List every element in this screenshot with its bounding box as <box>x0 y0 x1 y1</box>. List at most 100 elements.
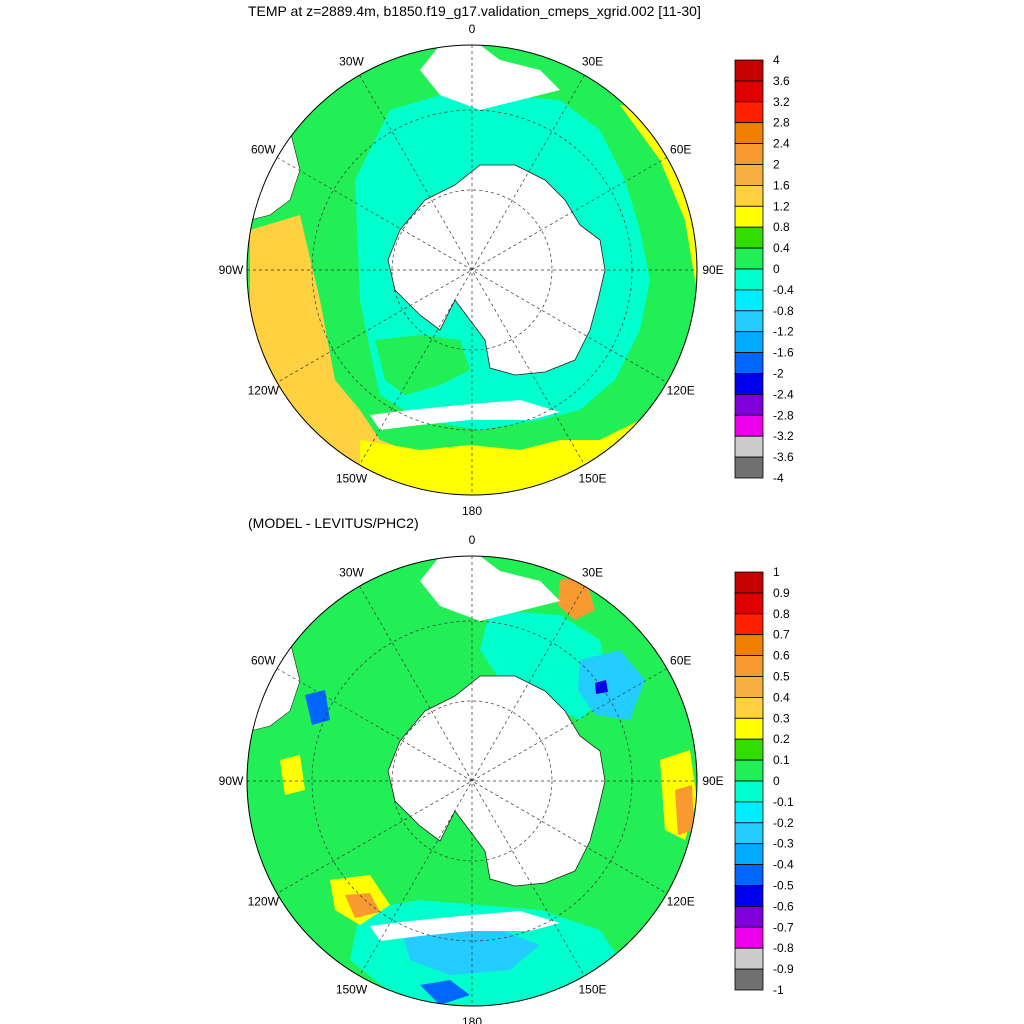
bottom-lon-label: 120W <box>248 895 280 909</box>
top-colorbar-label: 0.8 <box>773 220 790 234</box>
top-colorbar-box <box>734 268 764 291</box>
top-colorbar-label: -2 <box>773 367 784 381</box>
top-colorbar-box <box>734 143 764 165</box>
bottom-colorbar-box <box>734 676 764 698</box>
bottom-lon-label: 30E <box>582 565 603 579</box>
bottom-colorbar-box <box>734 947 764 970</box>
top-colorbar-box <box>734 59 764 82</box>
colorbar-bottom: 1 0.9 0.8 0.7 0.6 0.5 0.4 0.3 0.2 0.1 0 -0.1 -0.2 -0.… <box>734 565 794 997</box>
ice-edge-north <box>420 45 560 110</box>
bottom-colorbar-box <box>734 822 764 845</box>
top-colorbar-box <box>734 456 764 479</box>
map-border-bottom <box>246 555 698 1007</box>
bottom-colorbar-box <box>734 613 764 636</box>
top-lon-label: 60E <box>670 143 691 157</box>
bottom-colorbar-label: -0.4 <box>773 858 794 872</box>
bottom-colorbar-box <box>734 592 764 615</box>
bottom-colorbar-box <box>734 968 764 991</box>
top-lon-label: 0 <box>469 22 476 36</box>
top-colorbar-box <box>734 414 764 437</box>
top-colorbar-box <box>734 247 764 270</box>
difference-map <box>247 556 697 1006</box>
top-colorbar-box <box>734 80 764 103</box>
top-colorbar-label: 1.2 <box>773 199 790 213</box>
bottom-colorbar-box <box>734 885 764 907</box>
bottom-colorbar-label: 0.9 <box>773 586 790 600</box>
top-colorbar-box <box>734 289 764 312</box>
top-colorbar-label: -1.6 <box>773 346 794 360</box>
top-colorbar-label: 2.4 <box>773 137 790 151</box>
top-colorbar-box <box>734 205 764 228</box>
top-colorbar-label: 0.4 <box>773 241 790 255</box>
bottom-colorbar-label: -0.6 <box>773 899 794 913</box>
antarctica-top <box>387 164 606 376</box>
bottom-colorbar-box <box>734 571 764 594</box>
top-lon-label: 90W <box>219 263 244 277</box>
top-colorbar-box <box>734 373 764 395</box>
top-colorbar-box <box>734 435 764 458</box>
colorbar-top: 4 3.6 3.2 2.8 2.4 2 1.6 1.2 0.8 0.4 0 -0.4 -0.8 -1.2 -… <box>734 53 794 485</box>
top-colorbar-label: -0.8 <box>773 304 794 318</box>
bottom-colorbar-box <box>734 864 764 886</box>
longitude-labels-bottom: 0 30E 60E 90E 120E 150E 180 150W 120W 90W 60W 30W <box>219 533 724 1024</box>
top-lon-label: 90E <box>702 263 723 277</box>
blue-patch-south <box>420 980 470 1005</box>
yellow-patch-west <box>280 755 305 795</box>
bottom-lon-label: 0 <box>469 533 476 547</box>
bottom-colorbar-label: 0 <box>773 774 780 788</box>
top-lon-label: 120W <box>248 384 280 398</box>
bottom-colorbar-label: 0.3 <box>773 711 790 725</box>
top-colorbar-label: -0.4 <box>773 283 794 297</box>
top-lon-label: 30E <box>582 54 603 68</box>
bottom-colorbar-box <box>734 801 764 824</box>
bottom-lon-label: 150W <box>336 983 368 997</box>
bottom-colorbar-label: 0.2 <box>773 732 790 746</box>
top-colorbar-box <box>734 393 764 416</box>
top-colorbar-box <box>734 331 764 354</box>
top-colorbar-label: 1.6 <box>773 178 790 192</box>
bottom-lon-label: 60W <box>251 654 276 668</box>
bottom-colorbar-label: -0.1 <box>773 795 794 809</box>
bottom-colorbar-label: -1 <box>773 983 784 997</box>
top-colorbar-box <box>734 310 764 333</box>
bottom-lon-label: 180 <box>462 1015 482 1024</box>
bottom-lon-label: 90W <box>219 774 244 788</box>
bottom-colorbar-box <box>734 697 764 719</box>
bottom-lon-label: 60E <box>670 654 691 668</box>
ice-edge-south <box>370 911 560 941</box>
top-colorbar-label: -3.6 <box>773 450 794 464</box>
bottom-lon-label: 30W <box>339 565 364 579</box>
top-colorbar-label: 4 <box>773 53 780 67</box>
graticule-top <box>247 45 697 495</box>
blue-patch-east <box>578 650 645 720</box>
top-colorbar-label: 0 <box>773 262 780 276</box>
top-lon-label: 120E <box>667 384 695 398</box>
top-colorbar-box <box>734 122 764 144</box>
bottom-colorbar-box <box>734 634 764 657</box>
bottom-colorbar-label: 0.1 <box>773 753 790 767</box>
top-colorbar-label: -1.2 <box>773 325 794 339</box>
ice-edge-south <box>370 400 560 430</box>
bottom-colorbar-box <box>734 759 764 782</box>
blue-patch-west <box>305 690 330 725</box>
bottom-colorbar-label: 1 <box>773 565 780 579</box>
bottom-colorbar-box <box>734 717 764 740</box>
top-colorbar-label: 3.6 <box>773 74 790 88</box>
bottom-colorbar-label: 0.5 <box>773 670 790 684</box>
bottom-colorbar-label: -0.7 <box>773 920 794 934</box>
bottom-lon-label: 150E <box>578 983 606 997</box>
bottom-colorbar-label: -0.5 <box>773 879 794 893</box>
orange-patch-east <box>675 785 694 835</box>
bottom-colorbar-label: 0.4 <box>773 690 790 704</box>
bottom-colorbar-box <box>734 926 764 949</box>
bottom-colorbar-label: 0.8 <box>773 607 790 621</box>
bottom-colorbar-box <box>734 906 764 928</box>
bottom-colorbar-label: 0.7 <box>773 628 790 642</box>
green-inner-band <box>375 335 470 395</box>
top-colorbar-label: -2.4 <box>773 387 794 401</box>
top-colorbar-label: -2.8 <box>773 408 794 422</box>
map-border-top <box>246 44 698 496</box>
top-plot-title: TEMP at z=2889.4m, b1850.f19_g17.validat… <box>248 3 701 19</box>
top-colorbar-box <box>734 184 764 207</box>
